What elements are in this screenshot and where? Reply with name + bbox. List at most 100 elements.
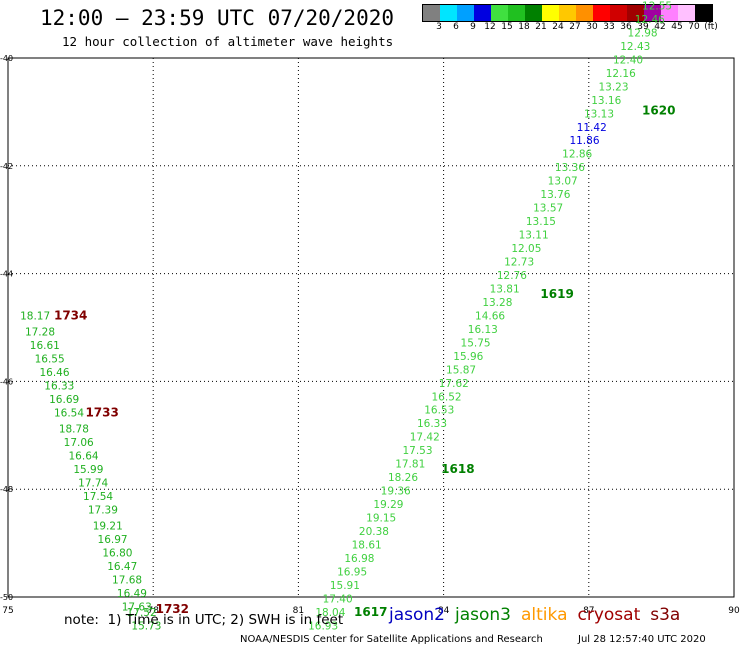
y-tick-label: -44 bbox=[0, 270, 13, 279]
swh-value: 12.46 bbox=[635, 14, 665, 26]
swh-value: 14.66 bbox=[475, 310, 505, 322]
colorbar-swatch bbox=[491, 5, 508, 21]
colorbar-labels: 3 6 9 12 15 18 21 24 27 30 33 36 39 42 45 70 (ft) bbox=[422, 22, 740, 34]
time-label: 1619 bbox=[540, 287, 573, 301]
colorbar-label: 12 bbox=[484, 22, 496, 32]
swh-value: 11.86 bbox=[569, 135, 599, 147]
swh-value: 17.81 bbox=[395, 459, 425, 471]
swh-value: 15.99 bbox=[73, 464, 103, 476]
swh-value: 13.16 bbox=[591, 95, 621, 107]
time-label: 1617 bbox=[354, 605, 387, 619]
colorbar-label: 27 bbox=[569, 22, 581, 32]
colorbar-swatch bbox=[593, 5, 610, 21]
legend-item: jason3 bbox=[455, 605, 511, 625]
satellite-legend: jason2 jason3 altika cryosat s3a bbox=[389, 605, 690, 625]
swh-value: 13.36 bbox=[555, 162, 585, 174]
swh-value: 19.36 bbox=[381, 486, 411, 498]
x-tick-label: 90 bbox=[728, 606, 740, 616]
swh-value: 18.26 bbox=[388, 472, 418, 484]
footer-credit: NOAA/NESDIS Center for Satellite Applica… bbox=[240, 634, 543, 645]
swh-value: 13.81 bbox=[490, 283, 520, 295]
colorbar-swatch bbox=[610, 5, 627, 21]
colorbar-label: 6 bbox=[453, 22, 459, 32]
swh-value: 19.21 bbox=[93, 521, 123, 533]
colorbar-swatch bbox=[559, 5, 576, 21]
swh-value: 15.91 bbox=[330, 580, 360, 592]
colorbar-label: 15 bbox=[501, 22, 513, 32]
swh-value: 16.47 bbox=[107, 561, 137, 573]
swh-value: 12.43 bbox=[620, 41, 650, 53]
y-tick-label: -48 bbox=[0, 485, 13, 494]
colorbar-label: 30 bbox=[586, 22, 598, 32]
swh-value: 17.68 bbox=[112, 575, 142, 587]
colorbar-swatch bbox=[542, 5, 559, 21]
legend-item: cryosat bbox=[577, 605, 641, 625]
colorbar-swatch bbox=[525, 5, 542, 21]
colorbar-label: (ft) bbox=[704, 22, 718, 32]
colorbar-label: 39 bbox=[637, 22, 649, 32]
note-text: note: 1) Time is in UTC; 2) SWH is in fe… bbox=[64, 612, 344, 628]
swh-value: 12.55 bbox=[642, 0, 672, 12]
swh-value: 12.16 bbox=[606, 68, 636, 80]
swh-value: 16.97 bbox=[98, 534, 128, 546]
colorbar-label: 42 bbox=[654, 22, 666, 32]
swh-value: 16.53 bbox=[424, 405, 454, 417]
swh-value: 11.42 bbox=[577, 122, 607, 134]
swh-value: 16.93 bbox=[308, 620, 338, 632]
swh-value: 13.76 bbox=[540, 189, 570, 201]
swh-value: 17.54 bbox=[83, 491, 113, 503]
time-label: 1620 bbox=[642, 104, 675, 118]
x-tick-label: 75 bbox=[2, 606, 13, 616]
swh-value: 17.42 bbox=[410, 432, 440, 444]
swh-value: 18.17 bbox=[20, 310, 50, 322]
y-tick-label: -50 bbox=[0, 593, 13, 602]
swh-value: 12.05 bbox=[511, 243, 541, 255]
colorbar-swatch bbox=[661, 5, 678, 21]
swh-value: 16.95 bbox=[337, 566, 367, 578]
y-tick-label: -42 bbox=[0, 162, 13, 171]
swh-value: 17.52 bbox=[127, 607, 157, 619]
colorbar-label: 18 bbox=[518, 22, 530, 32]
swh-value: 18.61 bbox=[352, 539, 382, 551]
time-label: 1732 bbox=[156, 602, 189, 616]
swh-value: 17.74 bbox=[78, 478, 108, 490]
colorbar-swatch bbox=[678, 5, 695, 21]
colorbar-swatch bbox=[457, 5, 474, 21]
swh-value: 16.69 bbox=[49, 394, 79, 406]
x-tick-label: 81 bbox=[293, 606, 304, 616]
swh-value: 16.13 bbox=[468, 324, 498, 336]
swh-value: 17.40 bbox=[323, 593, 353, 605]
legend-item: s3a bbox=[650, 605, 681, 625]
swh-value: 12.40 bbox=[613, 54, 643, 66]
colorbar-swatch bbox=[576, 5, 593, 21]
colorbar-label: 70 bbox=[688, 22, 700, 32]
swh-value: 12.86 bbox=[562, 149, 592, 161]
colorbar-label: 21 bbox=[535, 22, 547, 32]
swh-value: 16.46 bbox=[39, 367, 69, 379]
swh-value: 15.87 bbox=[446, 364, 476, 376]
swh-value: 16.54 bbox=[54, 407, 84, 419]
x-tick-label: 84 bbox=[438, 606, 450, 616]
colorbar-label: 33 bbox=[603, 22, 615, 32]
colorbar-label: 45 bbox=[671, 22, 683, 32]
swh-value: 18.04 bbox=[315, 607, 345, 619]
swh-value: 16.49 bbox=[117, 588, 147, 600]
time-label: 1733 bbox=[85, 405, 118, 419]
swh-value: 20.38 bbox=[359, 526, 389, 538]
swh-value: 13.57 bbox=[533, 203, 563, 215]
swh-value: 13.11 bbox=[519, 230, 549, 242]
swh-value: 16.98 bbox=[344, 553, 374, 565]
swh-value: 16.55 bbox=[35, 354, 65, 366]
swh-value: 15.75 bbox=[461, 337, 491, 349]
swh-value: 13.07 bbox=[548, 176, 578, 188]
swh-value: 13.28 bbox=[482, 297, 512, 309]
time-label: 1734 bbox=[54, 308, 87, 322]
swh-value: 16.64 bbox=[69, 451, 99, 463]
y-tick-label: -46 bbox=[0, 377, 13, 386]
footer-timestamp: Jul 28 12:57:40 UTC 2020 bbox=[578, 634, 706, 645]
swh-value: 17.39 bbox=[88, 504, 118, 516]
swh-value: 16.61 bbox=[30, 340, 60, 352]
x-tick-label: 87 bbox=[583, 606, 594, 616]
colorbar-label: 24 bbox=[552, 22, 564, 32]
